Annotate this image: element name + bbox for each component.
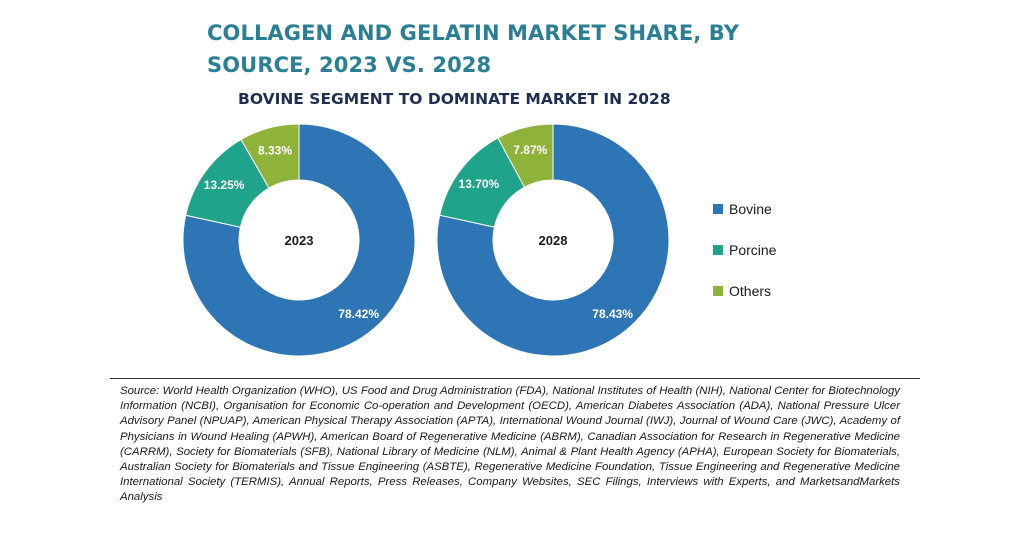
legend-item-others: Others: [713, 270, 776, 311]
donut-2023: 78.42% 13.25% 8.33% 2023: [182, 123, 416, 357]
donut-charts: 78.42% 13.25% 8.33% 2023 78.43% 13.70% 7.87% 20…: [182, 123, 670, 357]
slice-label-porcine-2023: 13.25%: [204, 178, 245, 192]
legend-swatch-bovine: [713, 203, 723, 214]
slice-label-bovine-2023: 78.42%: [338, 307, 379, 321]
legend-swatch-porcine: [713, 244, 723, 255]
slice-label-porcine-2028: 13.70%: [459, 177, 500, 191]
slice-others-2023: [240, 123, 300, 189]
legend-swatch-others: [713, 285, 723, 296]
center-label-2023: 2023: [285, 233, 314, 248]
slice-bovine-2028: [436, 123, 670, 357]
legend-item-porcine: Porcine: [713, 229, 776, 270]
legend-label-porcine: Porcine: [729, 241, 777, 258]
source-note: Source: World Health Organization (WHO),…: [120, 385, 900, 504]
divider: [110, 378, 920, 379]
donut-2028: 78.43% 13.70% 7.87% 2028: [436, 123, 670, 357]
slice-bovine-2023: [182, 123, 416, 357]
slice-label-others-2023: 8.33%: [258, 143, 292, 157]
legend: Bovine Porcine Others: [713, 188, 776, 311]
chart-title: COLLAGEN AND GELATIN MARKET SHARE, BY SO…: [207, 21, 740, 77]
legend-label-others: Others: [729, 282, 772, 299]
slice-label-others-2028: 7.87%: [513, 143, 547, 157]
legend-item-bovine: Bovine: [713, 188, 776, 229]
slice-others-2028: [497, 123, 554, 188]
slice-label-bovine-2028: 78.43%: [592, 307, 633, 321]
legend-label-bovine: Bovine: [729, 200, 772, 217]
center-label-2028: 2028: [539, 233, 568, 248]
chart-subtitle: BOVINE SEGMENT TO DOMINATE MARKET IN 202…: [238, 90, 671, 108]
